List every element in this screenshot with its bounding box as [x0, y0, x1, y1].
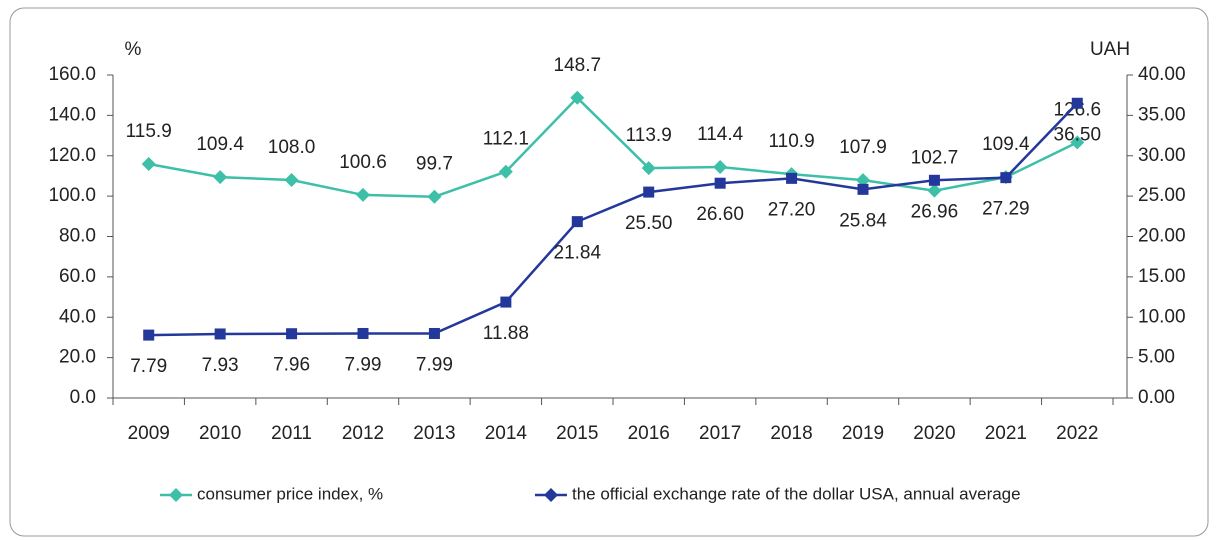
- point: [500, 296, 512, 308]
- data-label: 114.4: [697, 124, 744, 145]
- legend-label: consumer price index, %: [197, 484, 383, 503]
- y2-tick-label: 30.00: [1138, 145, 1186, 166]
- point: [141, 157, 156, 172]
- x-tick-label: 2013: [413, 423, 455, 444]
- point: [1070, 135, 1085, 150]
- y2-axis-label: UAH: [1090, 39, 1130, 60]
- point: [427, 189, 442, 204]
- y-tick-label: 80.0: [59, 226, 96, 247]
- legend-marker: [544, 488, 558, 502]
- point: [357, 327, 369, 339]
- x-tick-label: 2009: [128, 423, 170, 444]
- data-label: 108.0: [268, 137, 316, 158]
- x-tick-label: 2010: [199, 423, 241, 444]
- data-label: 26.96: [911, 201, 959, 222]
- x-tick-label: 2017: [699, 423, 741, 444]
- series-line: [148, 102, 1079, 337]
- x-tick-label: 2016: [628, 423, 670, 444]
- point: [713, 160, 728, 175]
- y-tick-label: 160.0: [48, 64, 96, 85]
- data-label: 148.7: [554, 55, 602, 76]
- x-tick-label: 2021: [985, 423, 1027, 444]
- point: [214, 328, 226, 340]
- y-tick-label: 120.0: [48, 145, 96, 166]
- point: [1071, 97, 1083, 109]
- chart-border: [9, 7, 1209, 537]
- point: [643, 186, 655, 198]
- y2-tick-label: 15.00: [1138, 266, 1186, 287]
- point: [928, 174, 940, 186]
- y2-tick-label: 10.00: [1138, 306, 1186, 327]
- y-tick-label: 140.0: [48, 104, 96, 125]
- data-label: 102.7: [911, 148, 959, 169]
- data-label: 113.9: [626, 125, 672, 146]
- x-tick-label: 2012: [342, 423, 384, 444]
- point: [356, 187, 370, 202]
- x-tick-label: 2011: [271, 423, 312, 444]
- data-label: 36.50: [1054, 124, 1102, 145]
- data-label: 7.79: [130, 356, 167, 377]
- point: [857, 183, 869, 195]
- y-tick-label: 20.0: [59, 347, 96, 368]
- data-label: 27.20: [768, 199, 816, 220]
- legend-label: the official exchange rate of the dollar…: [572, 484, 1021, 503]
- point: [213, 170, 228, 185]
- y-tick-label: 0.0: [70, 387, 96, 408]
- series-line: [148, 96, 1078, 198]
- y-axis-label: %: [125, 39, 142, 60]
- point: [143, 329, 155, 341]
- point: [856, 173, 870, 188]
- y-tick-label: 100.0: [48, 185, 96, 206]
- data-label: 7.93: [202, 355, 239, 376]
- x-tick-label: 2014: [485, 423, 528, 444]
- x-tick-label: 2022: [1056, 423, 1098, 444]
- y2-tick-label: 35.00: [1138, 104, 1186, 125]
- point: [571, 216, 583, 228]
- data-label: 26.60: [696, 204, 744, 225]
- point: [284, 172, 299, 187]
- y-tick-label: 40.0: [59, 306, 96, 327]
- data-label: 25.84: [839, 210, 887, 231]
- data-label: 25.50: [625, 213, 673, 234]
- point: [1000, 172, 1012, 184]
- point: [428, 327, 440, 339]
- y2-tick-label: 5.00: [1138, 347, 1175, 368]
- data-label: 11.88: [483, 323, 529, 344]
- data-label: 115.9: [126, 121, 172, 142]
- point: [498, 164, 513, 179]
- y2-tick-label: 25.00: [1138, 185, 1186, 206]
- data-label: 99.7: [416, 154, 453, 175]
- point: [570, 90, 585, 105]
- y2-tick-label: 0.00: [1138, 387, 1175, 408]
- data-label: 107.9: [839, 137, 887, 158]
- point: [286, 328, 298, 340]
- data-label: 110.9: [769, 131, 815, 152]
- data-label: 27.29: [982, 199, 1030, 220]
- point: [786, 172, 798, 184]
- data-label: 7.96: [273, 355, 310, 376]
- y2-tick-label: 40.00: [1138, 64, 1186, 85]
- point: [714, 177, 726, 189]
- point: [927, 183, 942, 198]
- x-tick-label: 2020: [913, 423, 955, 444]
- data-label: 109.4: [982, 134, 1030, 155]
- point: [641, 161, 656, 176]
- legend-marker: [169, 488, 183, 502]
- data-label: 7.99: [345, 354, 382, 375]
- y-tick-label: 60.0: [59, 266, 96, 287]
- data-label: 21.84: [554, 243, 602, 264]
- y2-tick-label: 20.00: [1138, 226, 1186, 247]
- x-tick-label: 2019: [842, 423, 884, 444]
- data-label: 7.99: [416, 354, 453, 375]
- x-tick-label: 2015: [556, 423, 598, 444]
- data-label: 112.1: [483, 129, 529, 150]
- data-label: 109.4: [196, 134, 244, 155]
- x-tick-label: 2018: [770, 423, 812, 444]
- data-label: 100.6: [339, 152, 387, 173]
